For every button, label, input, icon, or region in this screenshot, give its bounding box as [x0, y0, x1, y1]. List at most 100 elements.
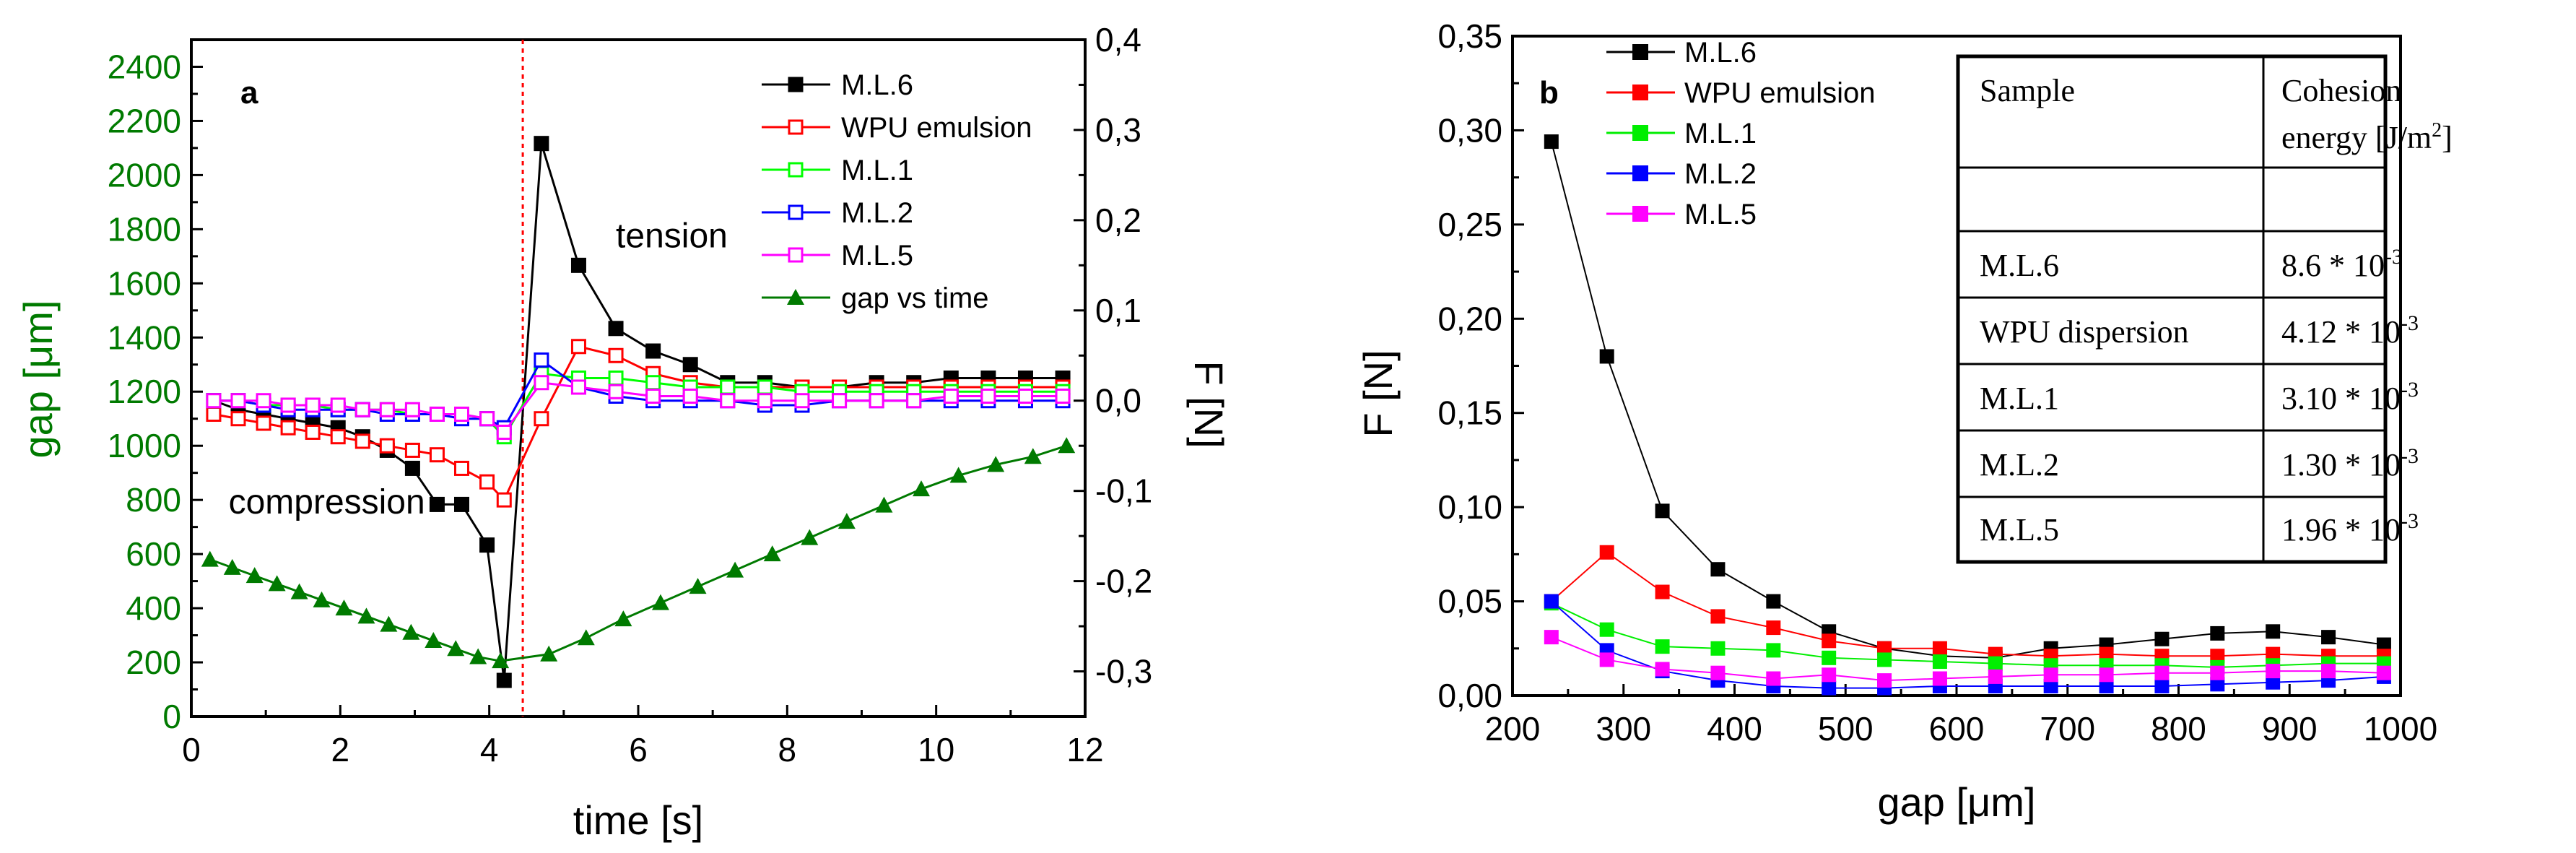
data-point: [2154, 678, 2170, 693]
data-point: [492, 652, 510, 669]
y-tick-label: 0,25: [1437, 206, 1502, 243]
table-row-value: 1.30 * 10-3: [2281, 444, 2419, 482]
x-tick-label: 600: [1929, 710, 1985, 748]
data-point: [447, 640, 465, 657]
data-point: [453, 406, 469, 422]
data-point: [832, 393, 848, 409]
data-point: [608, 347, 624, 363]
legend-b-label-ml2: M.L.2: [1684, 158, 1757, 190]
left-y-tick-label: 200: [126, 644, 181, 681]
data-point: [357, 607, 375, 624]
series-line-m-l-5: [213, 381, 1063, 434]
data-point: [245, 567, 264, 584]
panel-a-series: [201, 136, 1076, 688]
legend-b-item-ml5: M.L.5: [1606, 199, 1757, 230]
left-y-tick-label: 1000: [108, 427, 181, 464]
panel-a-x-ticks: 0 2 4 6 8 10 12: [182, 705, 1104, 768]
series-line-m-l-6: [213, 143, 1063, 681]
data-point: [2321, 630, 2336, 645]
y-tick-label: 0,05: [1437, 583, 1502, 620]
x-tick-label: 10: [918, 731, 954, 768]
data-point: [608, 321, 624, 337]
data-point: [429, 447, 445, 463]
data-point: [2043, 667, 2058, 683]
legend-label-gap-vs-time: gap vs time: [841, 282, 989, 314]
data-point: [1877, 641, 1892, 656]
data-point: [2266, 675, 2281, 690]
data-point: [2210, 677, 2225, 692]
y-tick-label: 0,35: [1437, 17, 1502, 55]
data-point: [614, 610, 632, 627]
data-point: [1055, 388, 1071, 404]
legend-b-item-ml6: M.L.6: [1606, 37, 1757, 69]
data-point: [453, 460, 469, 476]
data-point: [313, 591, 331, 607]
legend-b-item-ml1: M.L.1: [1606, 118, 1757, 150]
series-m-l-5: [206, 375, 1071, 440]
left-y-tick-label: 1800: [108, 210, 181, 248]
legend-b-label-ml1: M.L.1: [1684, 118, 1757, 150]
data-point: [1988, 656, 2003, 671]
x-tick-label: 12: [1066, 731, 1103, 768]
data-point: [943, 388, 959, 404]
data-point: [479, 411, 495, 427]
data-point: [268, 575, 286, 592]
data-point: [280, 397, 296, 413]
data-point: [875, 496, 893, 513]
series-line-wpu-emulsion: [213, 345, 1063, 502]
data-point: [280, 420, 296, 436]
legend-label-ml5: M.L.5: [841, 240, 913, 272]
series-line-m-l-2: [1551, 600, 2385, 689]
data-point: [1822, 680, 1837, 696]
left-y-tick-label: 1200: [108, 373, 181, 410]
data-point: [1024, 448, 1042, 464]
data-point: [534, 136, 549, 152]
data-point: [1599, 349, 1614, 364]
panel-b-label: b: [1539, 75, 1559, 111]
data-point: [402, 623, 420, 640]
data-point: [1544, 594, 1559, 609]
data-point: [2154, 631, 2170, 646]
x-tick-label: 300: [1596, 710, 1651, 748]
data-point: [1058, 437, 1076, 454]
data-point: [479, 537, 495, 553]
data-point: [2266, 664, 2281, 679]
data-point: [720, 379, 736, 395]
data-point: [305, 397, 321, 413]
data-point: [1655, 503, 1670, 519]
data-point: [570, 379, 586, 395]
data-point: [223, 558, 241, 575]
y-tick-label: 0,10: [1437, 488, 1502, 526]
legend-b-label-wpu-emulsion: WPU emulsion: [1684, 77, 1876, 109]
panel-a: 0 2 4 6 8 10 12 0 200 400 600 800 1000 1200 1400 1600 1…: [15, 21, 1232, 843]
table-header-cohesion-line1: Cohesion: [2281, 73, 2401, 108]
annotation-tension: tension: [616, 217, 728, 255]
panel-b-legend: M.L.6 WPU emulsion M.L.1 M.L.2 M.L.5: [1606, 37, 1876, 230]
data-point: [1710, 665, 1726, 680]
data-point: [1599, 622, 1614, 637]
data-point: [379, 438, 395, 454]
legend-item-ml1: M.L.1: [762, 155, 913, 186]
data-point: [1655, 584, 1670, 599]
data-point: [479, 474, 495, 490]
x-tick-label: 8: [778, 731, 797, 768]
data-point: [2210, 665, 2225, 680]
x-tick-label: 1000: [2364, 710, 2437, 748]
series-line-m-l-1: [1551, 602, 2384, 668]
data-point: [256, 393, 271, 409]
legend-label-ml1: M.L.1: [841, 155, 913, 186]
legend-item-ml5: M.L.5: [762, 240, 913, 272]
series-line-wpu-emulsion: [1551, 551, 2384, 657]
data-point: [1655, 662, 1670, 677]
left-y-tick-label: 2200: [108, 102, 181, 139]
left-y-tick-label: 0: [162, 698, 181, 735]
data-point: [2043, 678, 2058, 693]
data-point: [1932, 654, 1947, 670]
data-point: [1877, 652, 1892, 667]
table-row-sample: WPU dispersion: [1980, 314, 2189, 350]
data-point: [404, 402, 420, 417]
data-point: [651, 594, 669, 610]
left-y-tick-label: 2000: [108, 156, 181, 194]
data-point: [1710, 609, 1726, 624]
